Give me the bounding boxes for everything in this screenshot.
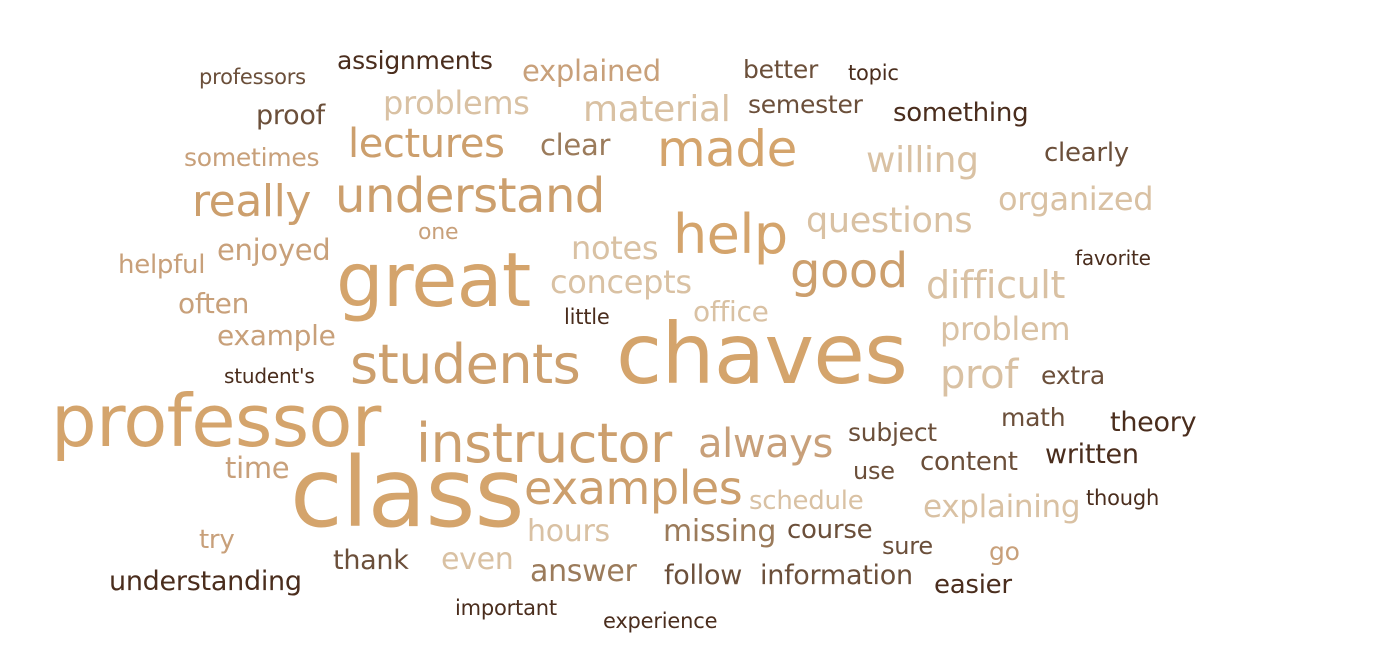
word-use: use bbox=[853, 457, 895, 485]
word-though: though bbox=[1086, 486, 1160, 510]
word-notes: notes bbox=[571, 229, 659, 267]
word-example: example bbox=[217, 319, 336, 352]
word-questions: questions bbox=[806, 201, 973, 241]
word-assignments: assignments bbox=[337, 46, 493, 75]
word-sure: sure bbox=[882, 532, 933, 560]
word-schedule: schedule bbox=[749, 486, 864, 516]
word-organized: organized bbox=[998, 180, 1154, 218]
word-try: try bbox=[199, 525, 235, 555]
word-little: little bbox=[564, 305, 610, 329]
word-material: material bbox=[583, 89, 731, 130]
word-office: office bbox=[693, 295, 769, 328]
word-really: really bbox=[192, 176, 312, 227]
word-favorite: favorite bbox=[1075, 246, 1151, 270]
word-topic: topic bbox=[848, 61, 899, 85]
word-important: important bbox=[455, 596, 557, 620]
word-understanding: understanding bbox=[109, 566, 302, 597]
word-hours: hours bbox=[527, 514, 610, 549]
word-theory: theory bbox=[1110, 407, 1197, 438]
word-answer: answer bbox=[530, 554, 637, 589]
word-extra: extra bbox=[1041, 361, 1105, 390]
word-instructor: instructor bbox=[416, 412, 672, 475]
word-professors: professors bbox=[199, 65, 306, 89]
word-concepts: concepts bbox=[550, 263, 692, 301]
word-professor: professor bbox=[51, 379, 381, 463]
word-problems: problems bbox=[383, 84, 530, 122]
word-difficult: difficult bbox=[926, 263, 1066, 307]
word-examples: examples bbox=[524, 461, 743, 515]
word-go: go bbox=[989, 537, 1020, 566]
word-explaining: explaining bbox=[923, 489, 1081, 525]
word-follow: follow bbox=[664, 560, 743, 591]
word-clearly: clearly bbox=[1044, 138, 1129, 168]
word-help: help bbox=[673, 203, 788, 266]
word-written: written bbox=[1045, 439, 1139, 470]
word-helpful: helpful bbox=[118, 250, 206, 280]
word-missing: missing bbox=[663, 514, 777, 549]
word-great: great bbox=[336, 236, 531, 324]
word-class: class bbox=[290, 437, 524, 549]
word-subject: subject bbox=[848, 418, 937, 447]
word-sometimes: sometimes bbox=[184, 143, 320, 172]
word-even: even bbox=[441, 542, 514, 577]
word-understand: understand bbox=[335, 168, 605, 224]
word-chaves: chaves bbox=[616, 305, 908, 403]
word-thank: thank bbox=[333, 545, 409, 576]
word-students: students bbox=[350, 333, 581, 396]
word-willing: willing bbox=[866, 140, 979, 181]
word-information: information bbox=[760, 560, 913, 591]
word-often: often bbox=[178, 287, 250, 320]
word-good: good bbox=[790, 243, 908, 299]
word-experience: experience bbox=[603, 609, 718, 633]
word-one: one bbox=[418, 220, 459, 245]
word-something: something bbox=[893, 98, 1029, 128]
word-math: math bbox=[1001, 403, 1066, 432]
word-explained: explained bbox=[522, 54, 661, 88]
word-students-possessive: student's bbox=[224, 364, 315, 388]
word-clear: clear bbox=[540, 128, 611, 162]
word-made: made bbox=[657, 120, 797, 178]
word-better: better bbox=[743, 55, 819, 84]
word-semester: semester bbox=[748, 90, 863, 119]
word-enjoyed: enjoyed bbox=[217, 233, 331, 267]
word-prof: prof bbox=[940, 352, 1018, 398]
word-always: always bbox=[698, 421, 833, 467]
word-time: time bbox=[225, 451, 290, 485]
word-content: content bbox=[920, 447, 1018, 477]
word-easier: easier bbox=[934, 570, 1012, 600]
word-course: course bbox=[787, 515, 873, 545]
word-problem: problem bbox=[940, 310, 1071, 348]
word-lectures: lectures bbox=[348, 121, 505, 167]
word-proof: proof bbox=[256, 100, 325, 131]
